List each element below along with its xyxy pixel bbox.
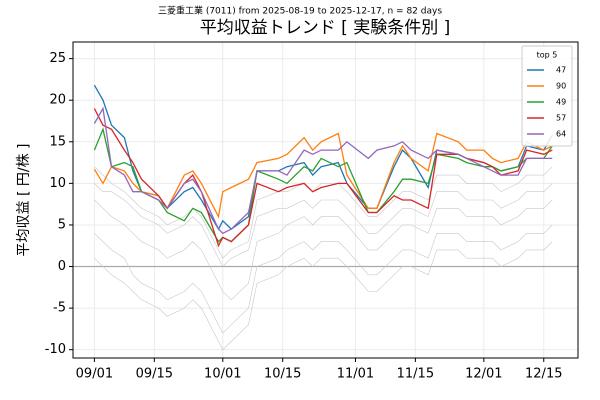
y-tick-label: -5	[53, 301, 66, 316]
x-tick-label: 10/01	[204, 367, 241, 382]
series-line	[93, 127, 553, 243]
background-line	[94, 224, 553, 334]
background-line	[94, 241, 553, 351]
y-tick-label: 25	[49, 51, 66, 66]
suptitle: 三菱重工業 (7011) from 2025-08-19 to 2025-12-…	[158, 5, 442, 17]
legend-label: 57	[556, 114, 566, 123]
x-tick-label: 09/15	[136, 367, 173, 382]
series-line	[93, 106, 553, 235]
x-tick-label: 12/01	[465, 367, 502, 382]
legend-label: 47	[556, 66, 566, 75]
series-line	[93, 108, 553, 248]
y-tick-label: 10	[49, 176, 66, 191]
legend-label: 64	[556, 130, 566, 139]
chart-title: 平均収益トレンド [ 実験条件別 ]	[200, 18, 450, 38]
legend-box	[521, 45, 573, 147]
legend-title: top 5	[537, 51, 558, 60]
y-axis-label: 平均収益 [ 円/株 ]	[16, 144, 32, 257]
y-tick-label: 5	[58, 217, 66, 232]
y-tick-label: 0	[58, 259, 66, 274]
legend-label: 49	[556, 98, 566, 107]
background-line	[94, 183, 553, 267]
x-tick-label: 11/01	[337, 367, 374, 382]
y-tick-label: 15	[49, 134, 66, 149]
y-tick-label: -10	[45, 342, 66, 357]
x-tick-label: 11/15	[397, 367, 434, 382]
x-tick-label: 09/01	[76, 367, 113, 382]
legend: top 5 47 90 49 57 64	[521, 45, 573, 147]
y-tick-label: 20	[49, 93, 66, 108]
background-line	[94, 199, 553, 301]
x-tick-label: 12/15	[525, 367, 562, 382]
plot-frame	[72, 41, 579, 359]
legend-label: 90	[556, 82, 566, 91]
x-tick-label: 10/15	[264, 367, 301, 382]
